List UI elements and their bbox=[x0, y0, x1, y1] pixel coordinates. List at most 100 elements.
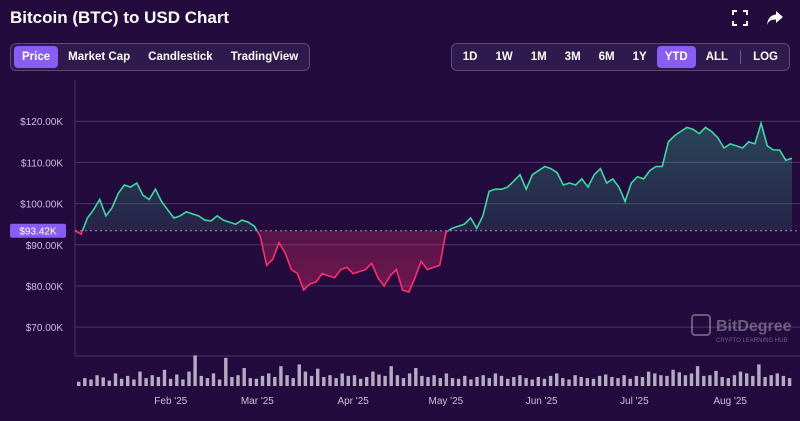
volume-bar bbox=[640, 377, 645, 386]
volume-bar bbox=[456, 378, 461, 386]
tab-candlestick[interactable]: Candlestick bbox=[148, 51, 213, 63]
volume-bar bbox=[303, 371, 308, 386]
x-tick-label: Feb '25 bbox=[154, 396, 187, 407]
y-tick-label: $120.00K bbox=[20, 117, 63, 128]
volume-bar bbox=[542, 378, 547, 386]
range-1d[interactable]: 1D bbox=[462, 51, 478, 63]
x-tick-label: Mar '25 bbox=[241, 396, 274, 407]
watermark-tagline: CRYPTO LEARNING HUB bbox=[716, 338, 787, 344]
volume-bar bbox=[695, 366, 700, 386]
volume-bar bbox=[732, 375, 737, 386]
volume-bar bbox=[506, 378, 510, 386]
share-arrow-icon[interactable] bbox=[766, 10, 784, 26]
area-below-baseline bbox=[75, 230, 792, 293]
watermark-brand: BitDegree bbox=[716, 318, 792, 335]
volume-bar bbox=[499, 375, 504, 386]
log-scale-toggle[interactable]: LOG bbox=[753, 51, 778, 63]
expand-icon[interactable] bbox=[732, 10, 748, 26]
volume-bar bbox=[107, 380, 111, 386]
volume-bar bbox=[316, 368, 320, 386]
volume-bars bbox=[77, 355, 792, 386]
volume-bar bbox=[604, 374, 608, 386]
range-6m[interactable]: 6M bbox=[598, 51, 615, 63]
range-tabs: 1D 1W 1M 3M 6M 1Y YTD ALL LOG bbox=[450, 43, 790, 71]
volume-bar bbox=[150, 375, 154, 386]
range-3m[interactable]: 3M bbox=[564, 51, 581, 63]
price-chart[interactable]: $70.00K $80.00K $90.00K $100.00K $110.00K $12… bbox=[0, 80, 800, 421]
y-tick-label: $80.00K bbox=[26, 282, 64, 293]
range-1y[interactable]: 1Y bbox=[632, 51, 647, 63]
volume-bar bbox=[132, 379, 136, 386]
volume-bar bbox=[389, 366, 393, 386]
tab-market-cap[interactable]: Market Cap bbox=[68, 51, 131, 63]
volume-bar bbox=[444, 373, 449, 386]
volume-bar bbox=[181, 379, 185, 386]
volume-bar bbox=[757, 364, 761, 386]
x-tick-label: May '25 bbox=[429, 396, 464, 407]
volume-bar bbox=[463, 375, 467, 386]
volume-bar bbox=[671, 369, 675, 386]
volume-bar bbox=[561, 378, 565, 386]
volume-bar bbox=[291, 378, 295, 386]
volume-bar bbox=[395, 375, 400, 386]
volume-bar bbox=[285, 375, 289, 386]
range-1m[interactable]: 1M bbox=[530, 51, 547, 63]
baseline: $93.42K bbox=[10, 223, 800, 238]
volume-bar bbox=[702, 375, 706, 386]
y-tick-label: $90.00K bbox=[26, 241, 64, 252]
tab-tradingview[interactable]: TradingView bbox=[230, 51, 299, 63]
volume-bar bbox=[101, 377, 105, 386]
volume-bar bbox=[628, 378, 632, 386]
volume-bar bbox=[426, 377, 430, 386]
bitdegree-logo-icon bbox=[691, 314, 711, 336]
volume-bar bbox=[769, 375, 773, 386]
volume-bar bbox=[358, 378, 363, 386]
volume-bar bbox=[113, 373, 118, 386]
volume-bar bbox=[83, 378, 87, 386]
price-line-up bbox=[75, 120, 793, 231]
volume-bar bbox=[211, 373, 216, 386]
volume-bar bbox=[487, 378, 491, 386]
volume-bar bbox=[340, 373, 344, 386]
price-line bbox=[74, 120, 793, 294]
volume-bar bbox=[689, 373, 694, 386]
volume-bar bbox=[530, 379, 534, 386]
volume-bar bbox=[548, 375, 553, 386]
volume-bar bbox=[144, 378, 148, 386]
volume-bar bbox=[205, 378, 210, 386]
volume-bar bbox=[518, 375, 522, 386]
volume-bar bbox=[95, 375, 99, 386]
volume-bar bbox=[616, 378, 620, 386]
volume-bar bbox=[469, 379, 473, 386]
volume-bar bbox=[714, 370, 718, 386]
volume-bar bbox=[585, 378, 589, 386]
volume-bar bbox=[622, 375, 626, 386]
volume-bar bbox=[420, 375, 424, 386]
volume-bar bbox=[77, 381, 81, 386]
volume-bar bbox=[683, 375, 688, 386]
chart-type-tabs: Price Market Cap Candlestick TradingView bbox=[10, 43, 311, 71]
volume-bar bbox=[573, 375, 577, 386]
grid-lines bbox=[74, 80, 800, 357]
tab-price[interactable]: Price bbox=[14, 46, 59, 68]
baseline-label: $93.42K bbox=[19, 227, 57, 238]
range-ytd[interactable]: YTD bbox=[656, 46, 696, 68]
volume-bar bbox=[720, 377, 724, 386]
volume-bar bbox=[248, 378, 252, 386]
volume-bar bbox=[230, 377, 234, 386]
volume-bar bbox=[138, 371, 142, 386]
volume-bar bbox=[162, 369, 167, 386]
volume-bar bbox=[493, 373, 498, 386]
range-1w[interactable]: 1W bbox=[495, 51, 513, 63]
volume-bar bbox=[555, 373, 559, 386]
range-all[interactable]: ALL bbox=[705, 51, 729, 63]
y-tick-label: $70.00K bbox=[26, 323, 64, 334]
volume-bar bbox=[512, 377, 516, 386]
volume-bar bbox=[450, 378, 455, 386]
volume-bar bbox=[781, 375, 786, 386]
volume-bar bbox=[254, 378, 259, 386]
volume-bar bbox=[579, 377, 583, 386]
volume-bar bbox=[199, 375, 203, 386]
volume-bar bbox=[273, 377, 277, 386]
baseline-label-bg bbox=[10, 223, 66, 238]
